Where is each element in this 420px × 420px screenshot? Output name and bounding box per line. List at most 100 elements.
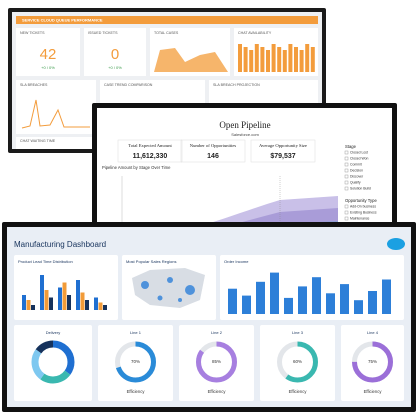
legend-item: Commit [350, 163, 362, 167]
legend-checkbox[interactable] [344, 168, 349, 173]
donut-caption: Efficiency [364, 389, 383, 394]
kpi-box [117, 139, 183, 163]
map-dot [185, 285, 195, 295]
bar-shape [254, 44, 259, 72]
legend-item: Qualify [350, 181, 361, 185]
bar [242, 295, 251, 314]
donut-arc [352, 341, 393, 383]
legend-checkbox[interactable] [344, 180, 349, 185]
bar-shape [282, 50, 287, 72]
tile-change: +0 / 0% [41, 65, 55, 70]
bar [49, 297, 53, 310]
manufacturing-monitor: Manufacturing Dashboard Product Lead Tim… [2, 222, 416, 412]
panel [16, 137, 96, 149]
bar [270, 272, 279, 314]
tile-label: CHAT AVAILABILITY [238, 31, 272, 35]
bar [80, 292, 85, 310]
bar [312, 277, 321, 314]
bar-shape [299, 50, 304, 72]
donut-label: 60% [293, 359, 302, 364]
panel-title: Line 1 [130, 330, 142, 335]
bar-shape [288, 44, 293, 72]
area-shape [154, 48, 228, 72]
legend-checkbox[interactable] [344, 174, 349, 179]
bar [340, 284, 349, 314]
bar-shape [305, 44, 310, 72]
map-dot [167, 277, 173, 283]
legend-item: Existing Business [350, 211, 377, 215]
bar [326, 293, 335, 314]
bar [67, 295, 71, 310]
panel [98, 325, 173, 401]
panel-title: Delivery [46, 330, 60, 335]
legend-item: Add-On business [350, 205, 376, 209]
bar-shape [238, 44, 242, 72]
kpi-box [250, 139, 316, 163]
panel-title: Product Lead Time Distribution [18, 259, 73, 264]
legend-checkbox[interactable] [344, 150, 349, 155]
donut-segment [31, 340, 75, 384]
dashboard-title: SERVICE CLOUD QUEUE PERFORMANCE [22, 18, 103, 23]
bar [76, 280, 80, 310]
panel-title: Order Income [224, 259, 249, 264]
tile-label: ISSUED TICKETS [88, 31, 118, 35]
donut-caption: Efficiency [127, 389, 146, 394]
donut-caption: Efficiency [289, 389, 308, 394]
map-dot [178, 298, 182, 302]
map-dot [141, 281, 149, 289]
legend-item: Closed Lost [350, 151, 368, 155]
bar [26, 300, 31, 310]
bar [298, 286, 307, 314]
bar-shape [277, 47, 282, 72]
panel-title: CASE TREND COMPARISON [104, 83, 153, 87]
bar [22, 295, 26, 310]
bar [228, 288, 237, 314]
panel-title: Most Popular Sales Regions [126, 259, 176, 264]
legend-checkbox[interactable] [344, 216, 349, 221]
bar [284, 297, 293, 314]
tile-label: NEW TICKETS [20, 31, 45, 35]
bar-shape [243, 47, 248, 72]
tile [16, 28, 80, 76]
header-bar [16, 16, 318, 24]
tile [234, 28, 318, 76]
kpi-value: 146 [207, 153, 219, 160]
legend-item: Solution Build [350, 187, 371, 191]
bar [62, 282, 67, 310]
legend-checkbox[interactable] [344, 210, 349, 215]
legend-checkbox[interactable] [344, 204, 349, 209]
donut-arc [196, 341, 237, 383]
legend-checkbox[interactable] [344, 156, 349, 161]
donut-segment [31, 340, 75, 384]
donut-caption: Efficiency [208, 389, 227, 394]
tile-change: +0 / 0% [108, 65, 122, 70]
panel [14, 325, 92, 401]
map-dot [157, 295, 163, 301]
kpi-label: Number of Opportunities [190, 143, 237, 148]
panel-title: SLA BREACHES [20, 83, 48, 87]
bar [98, 302, 103, 310]
donut-segment [31, 340, 75, 384]
donut-label: 85% [212, 359, 221, 364]
panel-title: Line 4 [367, 330, 379, 335]
panel-title: Line 3 [292, 330, 304, 335]
dashboard-title: Manufacturing Dashboard [14, 240, 106, 249]
kpi-value: 11,612,330 [133, 153, 168, 160]
pipeline-subtitle: Salesforce.com [231, 132, 259, 137]
legend-checkbox[interactable] [344, 162, 349, 167]
kpi-label: Average Opportunity Size [259, 143, 307, 148]
bar-shape [294, 47, 298, 72]
panel-title: CHAT WAITING TIME [20, 139, 56, 143]
tile-value: 42 [40, 46, 57, 63]
legend-checkbox[interactable] [344, 186, 349, 191]
kpi-label: Total Expected Amount [128, 143, 172, 148]
panel [179, 325, 254, 401]
bar [44, 290, 49, 310]
bar-shape [266, 50, 270, 72]
bar [31, 305, 35, 310]
panel [260, 325, 335, 401]
bar [382, 279, 391, 314]
bar [94, 297, 98, 310]
